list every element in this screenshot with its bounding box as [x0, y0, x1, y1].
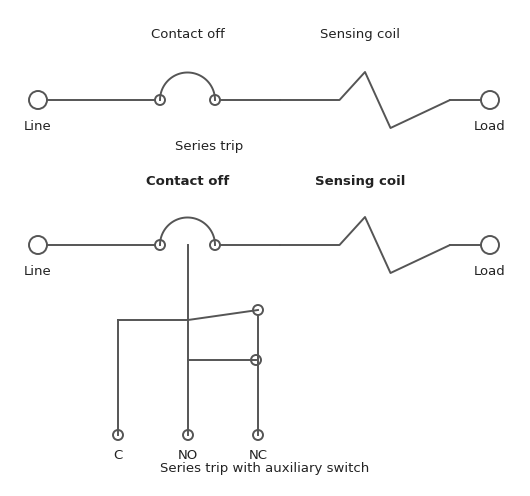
Text: Load: Load	[474, 265, 506, 278]
Text: Line: Line	[24, 120, 52, 133]
Text: Sensing coil: Sensing coil	[320, 28, 400, 41]
Text: Series trip with auxiliary switch: Series trip with auxiliary switch	[161, 462, 369, 475]
Text: Line: Line	[24, 265, 52, 278]
Text: Sensing coil: Sensing coil	[315, 175, 405, 188]
Text: Contact off: Contact off	[151, 28, 225, 41]
Text: Contact off: Contact off	[146, 175, 229, 188]
Text: Load: Load	[474, 120, 506, 133]
Text: C: C	[113, 449, 122, 462]
Text: NC: NC	[249, 449, 268, 462]
Text: Series trip: Series trip	[175, 140, 243, 153]
Text: NO: NO	[178, 449, 198, 462]
